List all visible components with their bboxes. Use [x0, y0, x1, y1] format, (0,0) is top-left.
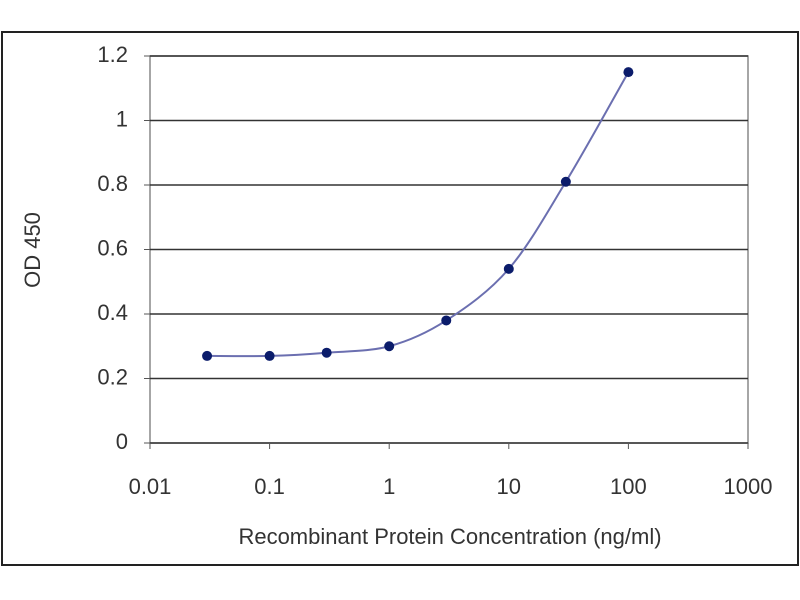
y-tick-label: 0.2: [97, 364, 128, 389]
x-tick-label: 100: [610, 474, 647, 499]
x-tick-label: 0.01: [129, 474, 172, 499]
y-tick-label: 1: [116, 106, 128, 131]
y-tick-label: 0.6: [97, 235, 128, 260]
point: [264, 350, 275, 361]
point: [384, 341, 395, 352]
x-axis-title: Recombinant Protein Concentration (ng/ml…: [238, 524, 661, 549]
y-tick-label: 0: [116, 429, 128, 454]
point: [441, 315, 452, 326]
point: [560, 176, 571, 187]
x-tick-label: 10: [497, 474, 521, 499]
y-tick-label: 1.2: [97, 42, 128, 67]
y-axis-title: OD 450: [20, 212, 45, 288]
point: [202, 350, 213, 361]
point: [503, 263, 514, 274]
x-tick-label: 1: [383, 474, 395, 499]
y-tick-label: 0.4: [97, 300, 128, 325]
x-tick-label: 1000: [724, 474, 773, 499]
point: [623, 67, 634, 78]
point: [321, 347, 332, 358]
y-tick-label: 0.8: [97, 171, 128, 196]
x-tick-label: 0.1: [254, 474, 285, 499]
